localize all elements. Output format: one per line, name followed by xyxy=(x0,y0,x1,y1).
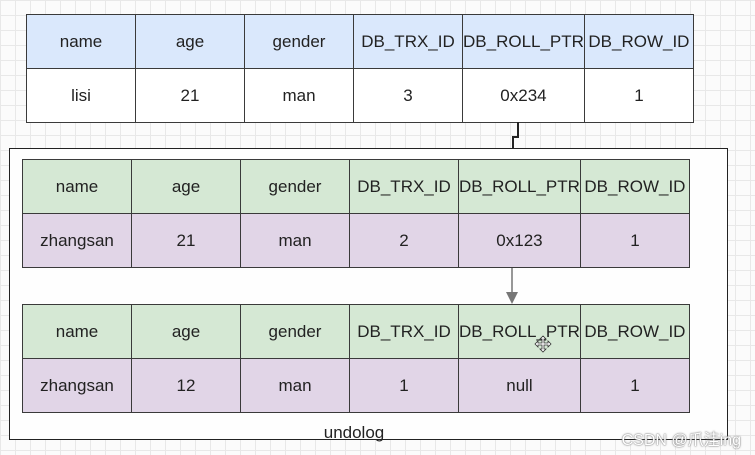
undo-2-data-row: zhangsan 12 man 1 null 1 xyxy=(22,358,690,413)
cell-roll-ptr: 0x234 xyxy=(462,68,585,123)
header-cell-row-id: DB_ROW_ID xyxy=(579,304,690,359)
cell-name: lisi xyxy=(26,68,136,123)
header-cell-gender: gender xyxy=(240,304,350,359)
watermark: CSDN @爪洼ing xyxy=(621,432,741,449)
cell-trx-id: 2 xyxy=(349,213,459,268)
header-cell-trx-id: DB_TRX_ID xyxy=(349,304,459,359)
header-cell-age: age xyxy=(131,159,241,214)
cell-row-id: 1 xyxy=(583,68,694,123)
undolog-label: undolog xyxy=(323,423,385,442)
undo-record-table-2: name age gender DB_TRX_ID DB_ROLL_PTR DB… xyxy=(22,304,690,413)
cell-name: zhangsan xyxy=(22,213,132,268)
undo-1-header-row: name age gender DB_TRX_ID DB_ROLL_PTR DB… xyxy=(22,159,690,214)
cell-row-id: 1 xyxy=(579,358,690,413)
cell-age: 21 xyxy=(135,68,245,123)
header-cell-gender: gender xyxy=(240,159,350,214)
header-cell-trx-id: DB_TRX_ID xyxy=(353,14,463,69)
cell-roll-ptr: 0x123 xyxy=(458,213,581,268)
current-header-row: name age gender DB_TRX_ID DB_ROLL_PTR DB… xyxy=(26,14,694,69)
header-cell-trx-id: DB_TRX_ID xyxy=(349,159,459,214)
cell-name: zhangsan xyxy=(22,358,132,413)
header-cell-name: name xyxy=(22,159,132,214)
roll-ptr-connector xyxy=(512,122,519,149)
cell-roll-ptr: null xyxy=(458,358,581,413)
undo-1-data-row: zhangsan 21 man 2 0x123 1 xyxy=(22,213,690,268)
header-cell-roll-ptr: DB_ROLL_PTR xyxy=(462,14,585,69)
cell-age: 12 xyxy=(131,358,241,413)
header-cell-name: name xyxy=(26,14,136,69)
cell-gender: man xyxy=(240,213,350,268)
current-record-table: name age gender DB_TRX_ID DB_ROLL_PTR DB… xyxy=(26,14,694,123)
header-cell-age: age xyxy=(135,14,245,69)
cell-gender: man xyxy=(244,68,354,123)
current-data-row: lisi 21 man 3 0x234 1 xyxy=(26,68,694,123)
undo-record-table-1: name age gender DB_TRX_ID DB_ROLL_PTR DB… xyxy=(22,159,690,268)
undo-2-header-row: name age gender DB_TRX_ID DB_ROLL_PTR DB… xyxy=(22,304,690,359)
header-cell-roll-ptr: DB_ROLL_PTR xyxy=(458,304,581,359)
cell-gender: man xyxy=(240,358,350,413)
header-cell-row-id: DB_ROW_ID xyxy=(583,14,694,69)
header-cell-gender: gender xyxy=(244,14,354,69)
header-cell-name: name xyxy=(22,304,132,359)
cell-trx-id: 1 xyxy=(349,358,459,413)
move-cursor-icon xyxy=(534,335,552,353)
header-cell-age: age xyxy=(131,304,241,359)
cell-age: 21 xyxy=(131,213,241,268)
cell-row-id: 1 xyxy=(579,213,690,268)
cell-trx-id: 3 xyxy=(353,68,463,123)
header-cell-roll-ptr: DB_ROLL_PTR xyxy=(458,159,581,214)
header-cell-row-id: DB_ROW_ID xyxy=(579,159,690,214)
